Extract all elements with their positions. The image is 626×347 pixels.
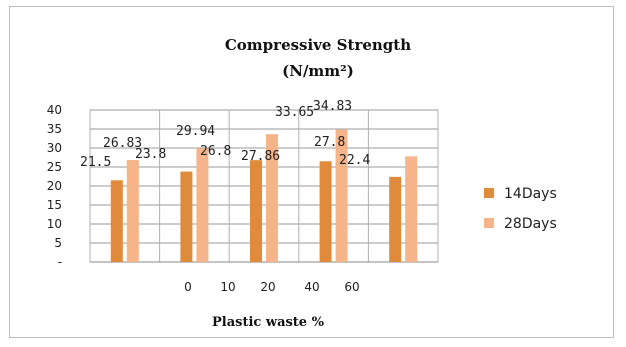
- legend-swatch-28days: [484, 218, 494, 228]
- y-tick-label: 30: [47, 141, 62, 155]
- legend: 14Days 28Days: [484, 186, 557, 232]
- data-label: 22.4: [339, 153, 370, 168]
- y-tick-label: 5: [54, 236, 62, 250]
- y-tick-label: 10: [47, 217, 62, 231]
- grid-lines: [89, 109, 439, 263]
- data-label: 27.8: [314, 135, 345, 150]
- bar-28days-2: [196, 148, 209, 262]
- data-label: 21.5: [80, 155, 111, 170]
- bar-14days-2: [180, 171, 193, 262]
- legend-label-14days: 14Days: [504, 186, 557, 202]
- x-axis-label: Plastic waste %: [212, 315, 325, 330]
- x-tick-label: 40: [304, 280, 319, 294]
- y-tick-label: 40: [47, 103, 62, 117]
- chart-frame: [9, 6, 614, 338]
- data-label: 26.8: [200, 144, 231, 159]
- bars: [110, 129, 418, 262]
- x-tick-label: 20: [260, 280, 275, 294]
- chart-subtitle: (N/mm²): [282, 62, 354, 80]
- y-tick-label: 25: [47, 160, 62, 174]
- y-axis-ticks: 40 35 30 25 20 15 10 5 -: [47, 103, 62, 269]
- data-label: 27.86: [241, 149, 280, 164]
- data-label: 23.8: [135, 147, 166, 162]
- chart-title: Compressive Strength: [225, 36, 411, 54]
- y-tick-label: 20: [47, 179, 62, 193]
- data-label: 33.65: [275, 105, 314, 120]
- data-label: 34.83: [313, 99, 352, 114]
- legend-swatch-14days: [484, 188, 494, 198]
- x-axis-ticks: 0 10 20 40 60: [184, 280, 359, 294]
- x-tick-label: 10: [220, 280, 235, 294]
- bar-28days-3: [266, 134, 278, 262]
- bar-28days-5: [405, 156, 418, 262]
- legend-label-28days: 28Days: [504, 216, 557, 232]
- bar-14days-5: [389, 176, 402, 262]
- bar-14days-4: [319, 161, 332, 262]
- bar-28days-4: [335, 129, 348, 262]
- y-tick-label: 35: [47, 122, 62, 136]
- y-tick-label: 15: [47, 198, 62, 212]
- data-label: 29.94: [176, 124, 215, 139]
- x-tick-label: 60: [344, 280, 359, 294]
- bar-14days-3: [250, 160, 262, 262]
- y-tick-label: -: [58, 255, 62, 269]
- x-tick-label: 0: [184, 280, 192, 294]
- data-label: 26.83: [103, 136, 142, 151]
- bar-14days-1: [110, 180, 123, 262]
- bar-28days-1: [126, 160, 139, 262]
